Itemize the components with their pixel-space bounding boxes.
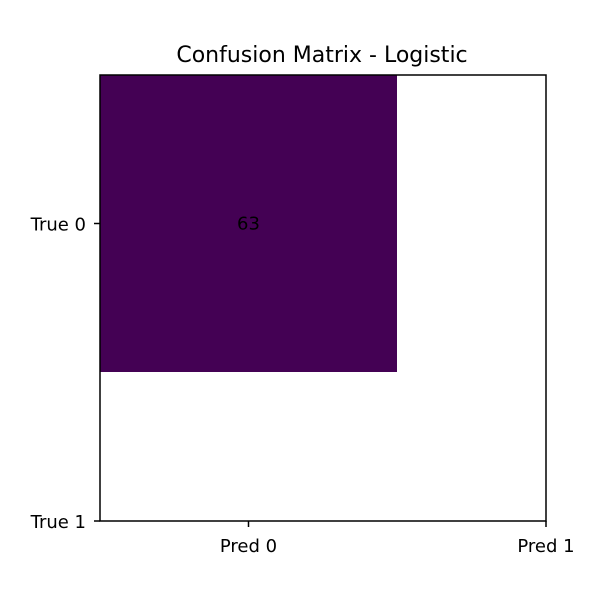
axes-frame [99, 74, 547, 522]
cell-value-label: 63 [237, 214, 260, 235]
y-axis-ticks: True 0 True 1 [30, 215, 100, 533]
cell-labels: 63 [237, 214, 260, 235]
heatmap-cell [100, 75, 397, 372]
x-tick-label: Pred 0 [220, 536, 277, 557]
x-tick-label: Pred 1 [517, 536, 574, 557]
heatmap-cells [100, 75, 397, 372]
y-tick-label: True 0 [30, 215, 86, 236]
x-axis-ticks: Pred 0 Pred 1 [220, 521, 575, 557]
y-tick-label: True 1 [30, 512, 86, 533]
chart-title: Confusion Matrix - Logistic [176, 43, 467, 68]
